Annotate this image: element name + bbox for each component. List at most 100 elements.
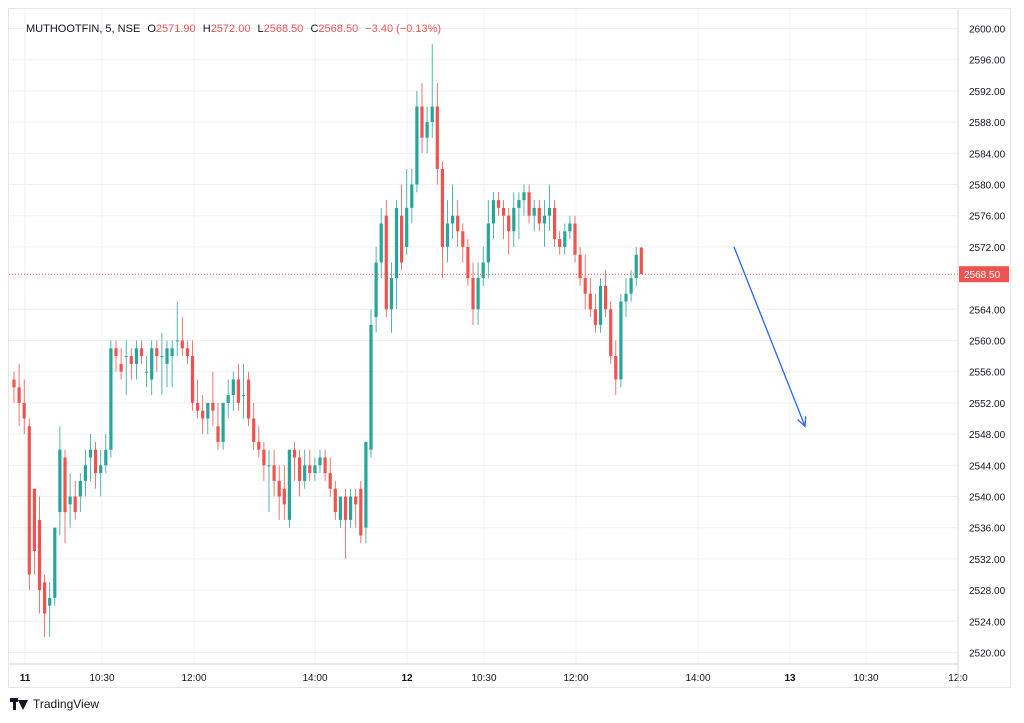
candle-body <box>563 231 567 247</box>
candle <box>211 371 215 427</box>
x-tick-label: 11 <box>20 673 31 684</box>
candle-body <box>119 363 123 372</box>
candle-body <box>425 122 429 138</box>
candle-body <box>496 200 501 208</box>
candle-body <box>267 465 271 467</box>
candle-body <box>481 262 485 279</box>
candle <box>104 434 108 474</box>
legend-low-label: L <box>257 23 264 35</box>
candle-body <box>160 356 164 358</box>
candle-body <box>109 348 113 450</box>
legend-open-label: O <box>147 23 156 35</box>
candle <box>512 192 516 247</box>
candle <box>109 340 113 458</box>
legend-close-label: C <box>310 23 319 35</box>
candle <box>328 457 332 497</box>
candle-body <box>12 379 16 388</box>
candle-body <box>114 348 118 357</box>
candle <box>537 200 541 232</box>
tradingview-brand[interactable]: TradingView <box>10 697 99 711</box>
candle-body <box>502 207 506 216</box>
candle-body <box>201 410 205 419</box>
candle-body <box>445 223 450 247</box>
candle <box>624 278 628 318</box>
candle-body <box>175 340 179 342</box>
candle-body <box>313 465 317 474</box>
candle-body <box>145 371 149 373</box>
candle-body <box>593 309 597 325</box>
candle <box>99 449 103 497</box>
candle <box>303 449 307 489</box>
candle <box>507 207 511 255</box>
candle <box>445 200 450 263</box>
candle <box>272 449 276 497</box>
candle <box>583 254 587 310</box>
candle <box>354 488 358 528</box>
candle <box>466 239 470 286</box>
candle <box>542 200 546 247</box>
candle-body <box>32 488 36 552</box>
legend-low-value: 2568.50 <box>263 23 304 35</box>
y-tick-label: 2564.00 <box>969 305 1006 316</box>
candle-body <box>522 192 526 201</box>
candle <box>43 574 47 637</box>
candle-body <box>507 215 511 232</box>
candle-body <box>99 465 103 474</box>
candle <box>359 480 363 544</box>
candle <box>553 200 557 247</box>
candle-body <box>588 293 592 310</box>
legend-symbol: MUTHOOTFIN, 5, NSE <box>26 23 141 35</box>
x-tick-label: 13 <box>784 673 796 684</box>
candle-body <box>323 457 327 474</box>
candle <box>338 496 342 528</box>
candle-body <box>134 348 138 364</box>
candle <box>639 246 643 275</box>
candle <box>629 270 633 302</box>
overlay <box>9 246 958 428</box>
candle <box>558 231 562 255</box>
last-price-label: 2568.50 <box>964 270 1001 281</box>
candle-body <box>328 473 332 489</box>
y-tick-label: 2572.00 <box>969 243 1006 254</box>
candle <box>241 363 246 419</box>
y-tick-label: 2592.00 <box>969 87 1006 98</box>
candle <box>88 434 93 481</box>
candlestick-chart[interactable]: 2600.00 2596.00 2592.00 2588.00 2584.00 2580.… <box>9 9 1010 687</box>
candle <box>547 184 552 232</box>
candle-body <box>272 465 276 481</box>
candle <box>231 371 235 411</box>
candle <box>343 488 348 559</box>
candles <box>12 44 643 637</box>
candle-body <box>430 106 434 123</box>
candle <box>374 246 378 333</box>
legend-open-value: 2571.90 <box>155 23 196 35</box>
candle-body <box>104 449 108 466</box>
x-tick-label: 14:00 <box>685 673 710 684</box>
candle-body <box>22 402 26 419</box>
candle-body <box>461 231 465 247</box>
brand-name: TradingView <box>33 697 100 711</box>
candle <box>48 582 52 637</box>
candle-body <box>491 200 495 224</box>
candle-body <box>206 402 210 419</box>
candle-body <box>216 426 220 442</box>
candle-body <box>236 379 240 403</box>
candle <box>323 449 327 481</box>
trend-arrow-head <box>797 416 807 428</box>
y-tick-label: 2536.00 <box>969 524 1006 535</box>
tradingview-logo-icon <box>10 698 28 710</box>
candle <box>12 371 16 403</box>
candle <box>614 340 618 396</box>
candle-body <box>292 449 297 458</box>
candle <box>486 200 490 279</box>
candle-body <box>53 527 57 598</box>
candle-body <box>17 387 21 403</box>
candle <box>175 301 179 357</box>
chart-frame[interactable]: 2600.00 2596.00 2592.00 2588.00 2584.00 2580.… <box>8 8 1011 688</box>
candle-body <box>150 348 154 380</box>
candle <box>53 527 57 606</box>
candle-body <box>614 356 618 380</box>
candle-body <box>359 488 363 536</box>
candle-body <box>308 465 312 474</box>
candle-body <box>471 278 475 310</box>
